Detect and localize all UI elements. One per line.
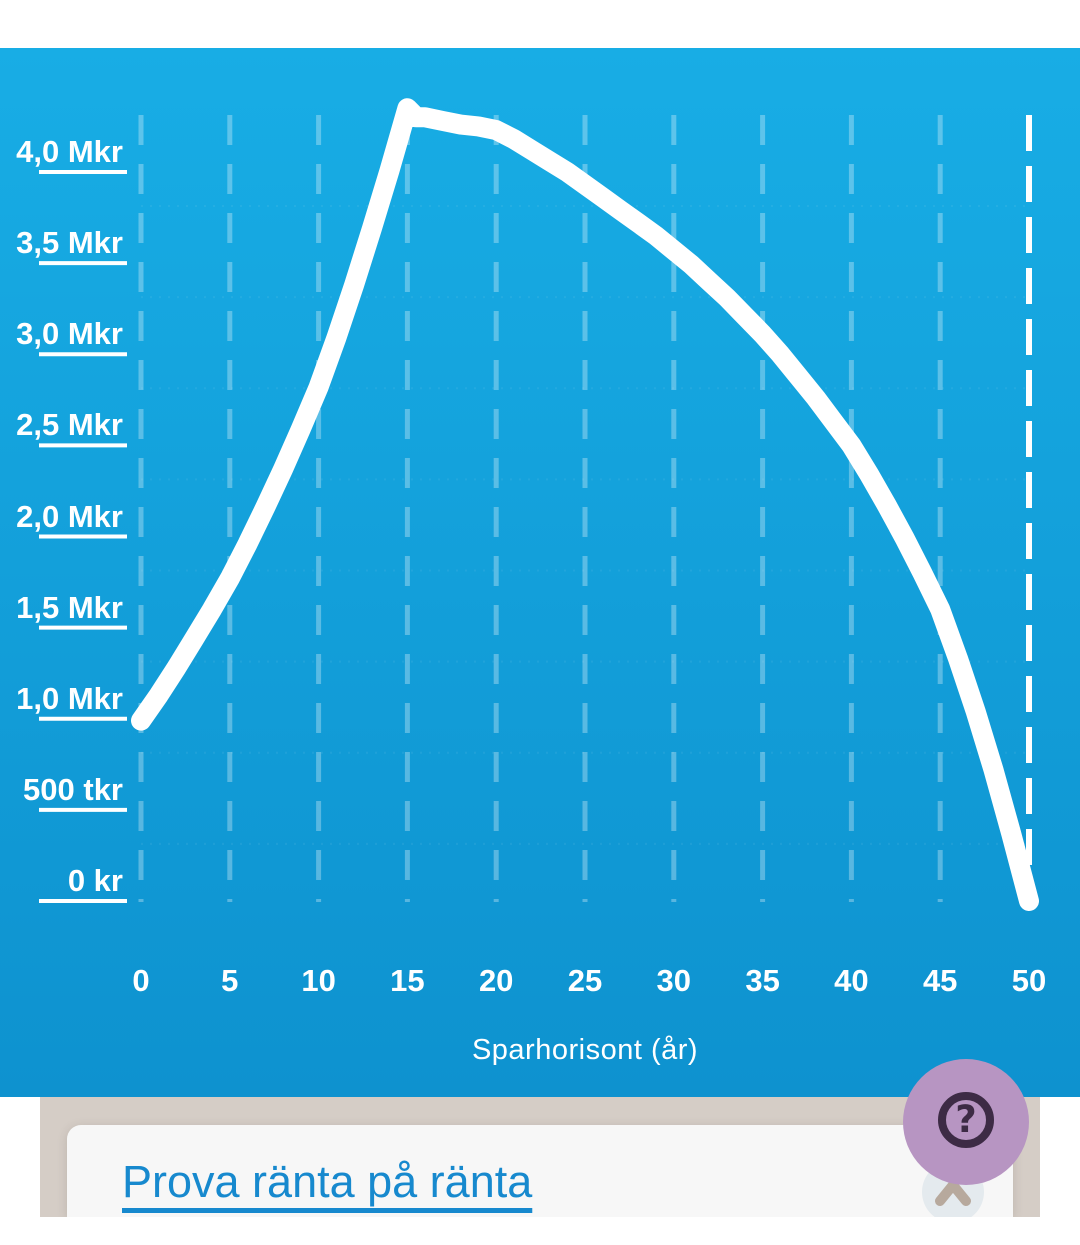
compound-interest-link[interactable]: Prova ränta på ränta — [122, 1156, 533, 1207]
y-tick-label: 3,0 Mkr — [16, 316, 123, 352]
chevron-up-icon — [935, 1180, 971, 1206]
x-tick-label: 35 — [745, 963, 780, 998]
x-tick-label: 50 — [1011, 963, 1047, 998]
bottom-sheet-card — [67, 1125, 1013, 1217]
y-tick-label: 1,0 Mkr — [16, 680, 123, 716]
chart-plot-area[interactable] — [0, 48, 1080, 1097]
y-tick-label: 0 kr — [67, 863, 123, 898]
x-tick-label: 40 — [834, 963, 869, 998]
savings-chart[interactable]: 4,0 Mkr 3,5 Mkr 3,0 Mkr 2,5 Mkr 2,0 Mkr 1,5 M… — [0, 48, 1080, 1097]
x-tick-label: 45 — [922, 963, 958, 998]
x-tick-label: 30 — [656, 963, 692, 998]
x-tick-label: 0 — [132, 963, 150, 998]
y-tick-label: 1,5 Mkr — [16, 589, 123, 625]
x-tick-label: 15 — [390, 963, 425, 998]
x-tick-label: 10 — [301, 963, 336, 998]
y-tick-label: 2,0 Mkr — [16, 498, 123, 534]
question-mark-glyph: ? — [955, 1097, 977, 1141]
y-tick-label: 3,5 Mkr — [16, 225, 123, 261]
x-axis-title: Sparhorisont (år) — [471, 1034, 699, 1066]
bottom-strip — [0, 1217, 1080, 1245]
y-tick-label: 4,0 Mkr — [16, 134, 123, 169]
x-tick-label: 20 — [478, 963, 514, 998]
x-tick-label: 25 — [567, 963, 603, 998]
y-tick-label: 2,5 Mkr — [16, 407, 123, 443]
question-mark-icon: ? — [938, 1092, 994, 1148]
top-bar — [0, 0, 1080, 48]
y-tick-label: 500 tkr — [23, 771, 123, 807]
savings-curve — [131, 98, 1039, 911]
x-tick-label: 5 — [221, 963, 239, 998]
help-button[interactable]: ? — [903, 1059, 1029, 1185]
